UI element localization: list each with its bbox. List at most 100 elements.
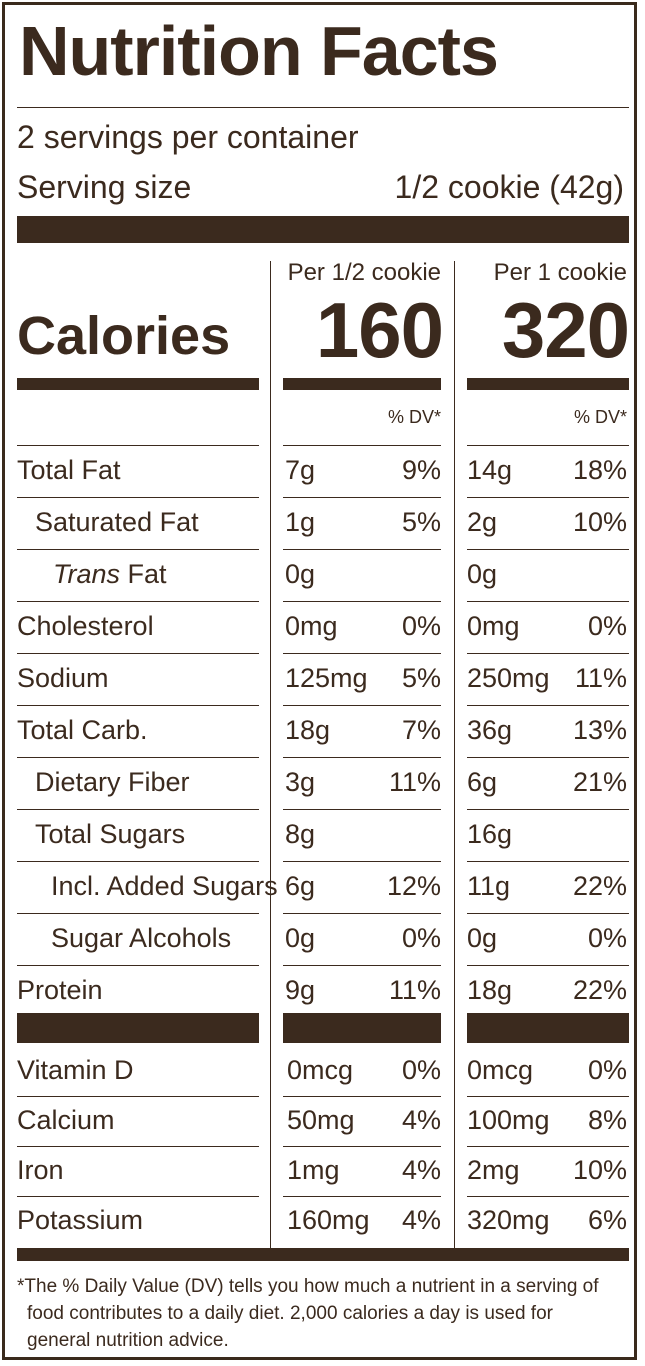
row-divider — [467, 497, 629, 498]
amount-one-cookie: 16g — [467, 819, 513, 849]
serving-size-label: Serving size — [17, 169, 192, 205]
amount-half-cookie: 3g — [285, 767, 316, 797]
row-divider — [17, 965, 259, 966]
amount-half-cookie: 50mg — [287, 1105, 355, 1135]
label-title: Nutrition Facts — [19, 12, 499, 90]
dv-half-cookie: 4% — [401, 1205, 441, 1235]
row-divider — [17, 1146, 259, 1147]
amount-half-cookie: 0mcg — [287, 1055, 354, 1085]
thick-divider — [17, 216, 629, 243]
amount-one-cookie: 18g — [467, 975, 513, 1005]
amount-half-cookie: 1g — [285, 507, 316, 537]
amount-half-cookie: 0g — [285, 559, 316, 589]
vitamin-name: Potassium — [17, 1205, 144, 1235]
column-header-half-cookie: Per 1/2 cookie — [287, 259, 441, 286]
column-divider — [270, 261, 271, 1251]
bottom-divider — [17, 1248, 629, 1261]
calories-label: Calories — [17, 306, 231, 366]
row-divider — [467, 705, 629, 706]
dv-one-cookie: 0% — [587, 611, 627, 641]
nutrient-name: Dietary Fiber — [35, 767, 190, 797]
dv-one-cookie: 22% — [572, 871, 627, 901]
amount-one-cookie: 2mg — [467, 1155, 520, 1185]
nutrient-name: Total Fat — [17, 455, 121, 485]
dv-half-cookie: 9% — [401, 455, 441, 485]
row-divider — [283, 757, 441, 758]
dv-one-cookie: 10% — [572, 507, 627, 537]
dv-one-cookie: 0% — [587, 1055, 627, 1085]
dv-half-cookie: 0% — [401, 923, 441, 953]
dv-header-half-cookie: % DV* — [387, 407, 441, 427]
row-divider — [283, 809, 441, 810]
divider — [17, 107, 629, 108]
amount-half-cookie: 7g — [285, 455, 316, 485]
row-divider — [283, 705, 441, 706]
amount-one-cookie: 0g — [467, 923, 498, 953]
amount-half-cookie: 6g — [285, 871, 316, 901]
footnote-line: *The % Daily Value (DV) tells you how mu… — [17, 1276, 599, 1297]
vitamin-name: Calcium — [17, 1105, 115, 1135]
amount-one-cookie: 2g — [467, 507, 498, 537]
thick-divider — [283, 1013, 441, 1043]
row-divider — [283, 445, 441, 446]
dv-half-cookie: 12% — [386, 871, 441, 901]
amount-one-cookie: 250mg — [467, 663, 550, 693]
row-divider — [17, 1096, 259, 1097]
amount-one-cookie: 6g — [467, 767, 498, 797]
dv-half-cookie: 11% — [388, 975, 441, 1005]
row-divider — [17, 809, 259, 810]
medium-divider — [283, 378, 441, 390]
dv-half-cookie: 11% — [388, 767, 441, 797]
dv-one-cookie: 6% — [587, 1205, 627, 1235]
row-divider — [17, 913, 259, 914]
row-divider — [467, 445, 629, 446]
nutrient-name: Sodium — [17, 663, 109, 693]
row-divider — [467, 757, 629, 758]
dv-one-cookie: 13% — [572, 715, 627, 745]
row-divider — [17, 757, 259, 758]
row-divider — [467, 861, 629, 862]
column-header-one-cookie: Per 1 cookie — [493, 259, 627, 286]
row-divider — [283, 913, 441, 914]
row-divider — [283, 861, 441, 862]
nutrient-name: Total Carb. — [17, 715, 148, 745]
amount-half-cookie: 0mg — [285, 611, 338, 641]
nutrient-name: Sugar Alcohols — [51, 923, 232, 953]
footnote-line: general nutrition advice. — [27, 1330, 229, 1351]
dv-half-cookie: 0% — [401, 611, 441, 641]
amount-one-cookie: 36g — [467, 715, 513, 745]
serving-size-value: 1/2 cookie (42g) — [394, 169, 624, 205]
row-divider — [283, 1196, 441, 1197]
row-divider — [467, 549, 629, 550]
dv-half-cookie: 7% — [401, 715, 441, 745]
amount-one-cookie: 11g — [467, 871, 511, 901]
medium-divider — [17, 378, 259, 390]
amount-half-cookie: 125mg — [285, 663, 368, 693]
dv-half-cookie: 5% — [401, 507, 441, 537]
row-divider — [17, 497, 259, 498]
row-divider — [467, 1096, 629, 1097]
row-divider — [283, 1096, 441, 1097]
amount-half-cookie: 160mg — [287, 1205, 370, 1235]
amount-half-cookie: 1mg — [287, 1155, 340, 1185]
medium-divider — [467, 378, 629, 390]
dv-half-cookie: 0% — [401, 1055, 441, 1085]
amount-one-cookie: 100mg — [467, 1105, 550, 1135]
row-divider — [283, 653, 441, 654]
nutrient-name: Trans Fat — [53, 559, 167, 590]
dv-one-cookie: 10% — [572, 1155, 627, 1185]
amount-one-cookie: 0g — [467, 559, 498, 589]
row-divider — [17, 1196, 259, 1197]
footnote-line: food contributes to a daily diet. 2,000 … — [27, 1303, 553, 1324]
dv-one-cookie: 21% — [572, 767, 627, 797]
calories-half-cookie: 160 — [315, 286, 444, 374]
nutrient-name-italic: Trans — [53, 559, 121, 589]
dv-half-cookie: 4% — [401, 1155, 441, 1185]
row-divider — [17, 549, 259, 550]
row-divider — [467, 653, 629, 654]
footnote: *The % Daily Value (DV) tells you how mu… — [17, 1273, 627, 1354]
dv-header-one-cookie: % DV* — [573, 407, 627, 427]
dv-one-cookie: 8% — [587, 1105, 627, 1135]
row-divider — [467, 1196, 629, 1197]
row-divider — [17, 601, 259, 602]
